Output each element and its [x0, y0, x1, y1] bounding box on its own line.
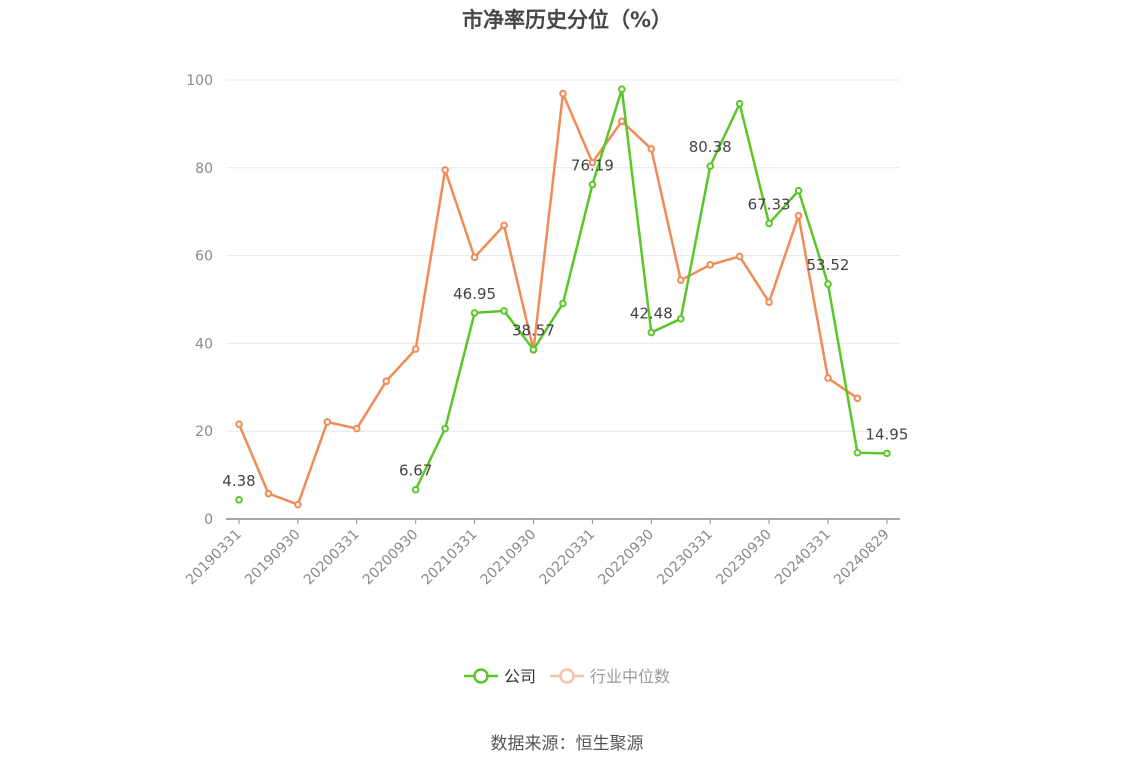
data-point-industry — [235, 420, 243, 428]
data-point-company — [235, 495, 243, 504]
data-point-company — [411, 485, 420, 494]
data-label: 4.38 — [222, 472, 255, 490]
data-point-industry — [500, 221, 508, 230]
x-tick-label: 20220930 — [595, 527, 657, 589]
x-tick-label: 20190331 — [183, 527, 245, 589]
data-label: 46.95 — [453, 285, 496, 303]
data-point-company — [676, 315, 685, 323]
data-point-company — [470, 309, 479, 317]
data-label: 14.95 — [865, 425, 908, 443]
data-point-company — [735, 99, 744, 108]
x-tick-label: 20220331 — [537, 527, 599, 589]
y-tick-label: 0 — [204, 512, 213, 528]
series-line-industry — [237, 92, 859, 506]
y-tick-label: 80 — [195, 161, 213, 177]
data-point-industry — [470, 253, 479, 262]
data-point-company — [588, 180, 597, 189]
series-lines — [235, 85, 891, 509]
data-point-company — [647, 328, 656, 337]
x-tick-label: 20240829 — [831, 527, 893, 589]
data-point-company — [794, 186, 803, 195]
legend-marker — [473, 668, 489, 684]
data-labels: 4.38 6.67 46.95 38.57 76.19 42.48 80.38 67.33 53… — [222, 138, 908, 490]
data-point-industry — [441, 166, 449, 174]
grid-lines — [226, 79, 900, 432]
data-label: 76.19 — [571, 157, 614, 175]
data-point-industry — [264, 489, 273, 498]
data-point-industry — [647, 145, 656, 153]
data-label: 80.38 — [689, 138, 732, 156]
data-label: 42.48 — [630, 305, 673, 323]
x-tick-label: 20240331 — [772, 527, 834, 589]
y-tick-label: 60 — [195, 249, 213, 265]
data-point-industry — [853, 394, 862, 403]
y-tick-label: 20 — [195, 424, 213, 440]
data-point-industry — [353, 424, 361, 433]
x-tick-label: 20200930 — [360, 527, 422, 589]
legend-label: 公司 — [504, 667, 536, 686]
x-tick-label: 20230930 — [713, 527, 775, 589]
x-tick-label: 20210331 — [419, 527, 481, 589]
data-point-industry — [294, 500, 302, 509]
legend-marker — [559, 668, 575, 684]
data-label: 53.52 — [807, 256, 850, 274]
data-point-company — [529, 345, 538, 354]
data-label: 6.67 — [399, 462, 432, 480]
data-point-industry — [765, 298, 773, 306]
data-point-company — [853, 448, 862, 457]
data-label: 67.33 — [748, 195, 791, 213]
data-point-industry — [618, 117, 626, 126]
data-point-industry — [706, 261, 715, 269]
data-point-company — [441, 424, 449, 433]
legend: 公司 行业中位数 — [464, 667, 670, 686]
y-tick-label: 40 — [195, 336, 213, 352]
data-point-company — [559, 299, 567, 308]
x-tick-label: 20230331 — [654, 527, 716, 589]
data-point-company — [824, 280, 832, 288]
data-point-industry — [382, 377, 391, 385]
chart-title: 市净率历史分位（%） — [461, 8, 673, 32]
x-tick-label: 20190930 — [242, 527, 304, 589]
data-point-industry — [588, 158, 597, 167]
source-note: 数据来源：恒生聚源 — [490, 734, 644, 754]
x-tick-label: 20200331 — [301, 527, 363, 589]
data-point-industry — [323, 418, 332, 426]
y-tick-label: 100 — [186, 73, 213, 89]
data-point-industry — [794, 211, 803, 220]
x-tick-label: 20210930 — [478, 527, 540, 589]
data-point-company — [618, 85, 626, 94]
data-point-industry — [676, 276, 685, 284]
data-point-company — [706, 162, 715, 170]
data-point-company — [765, 219, 773, 228]
data-label: 38.57 — [512, 322, 555, 340]
legend-label: 行业中位数 — [590, 667, 670, 686]
data-point-industry — [411, 345, 420, 353]
data-point-industry — [735, 252, 744, 261]
data-point-company — [883, 449, 891, 458]
data-point-company — [500, 307, 508, 315]
data-point-industry — [824, 374, 832, 382]
data-point-industry — [559, 89, 567, 98]
